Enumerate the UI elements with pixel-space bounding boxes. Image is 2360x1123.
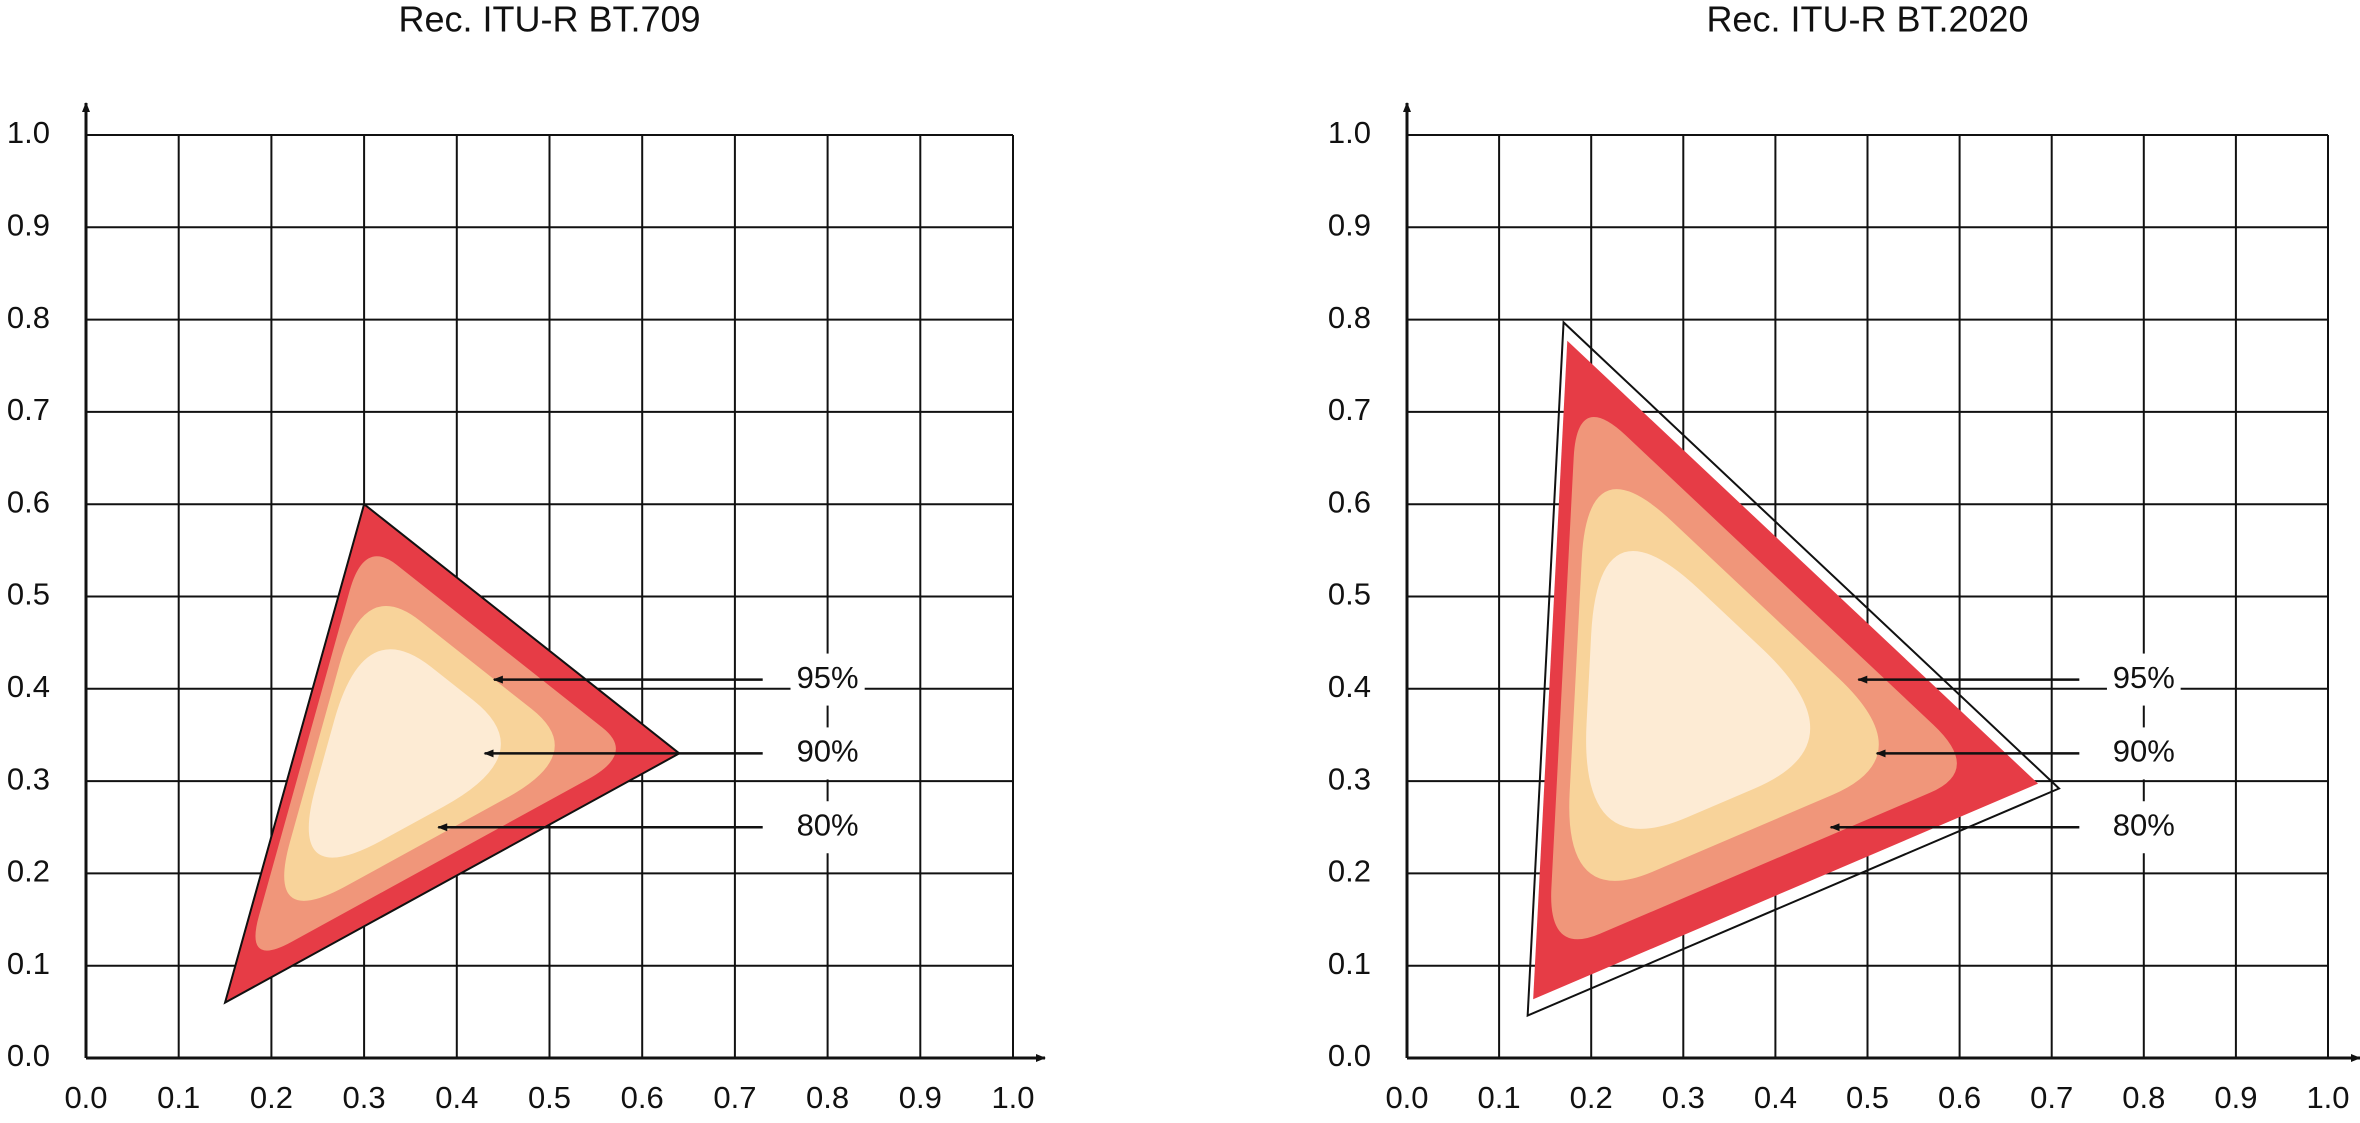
- x-tick-label: 0.7: [2030, 1080, 2073, 1115]
- y-tick-label: 0.2: [1328, 854, 1371, 889]
- x-tick-label: 0.4: [1754, 1080, 1797, 1115]
- x-tick-label: 0.6: [621, 1080, 664, 1115]
- x-tick-label: 0.8: [2122, 1080, 2165, 1115]
- x-tick-label: 0.1: [1478, 1080, 1521, 1115]
- y-tick-label: 0.0: [7, 1038, 50, 1073]
- y-tick-label: 0.5: [7, 577, 50, 612]
- y-tick-label: 0.3: [7, 761, 50, 796]
- label-box: [790, 653, 865, 706]
- label-box: [790, 801, 865, 854]
- annotation: 80%: [797, 807, 859, 842]
- x-tick-label: 0.2: [1570, 1080, 1613, 1115]
- gamut-contour: [308, 649, 501, 858]
- y-tick-label: 0.4: [7, 669, 50, 704]
- x-tick-label: 0.4: [435, 1080, 478, 1115]
- gamut-contour: [1586, 550, 1811, 829]
- y-tick-label: 0.2: [7, 854, 50, 889]
- annotation: 95%: [2113, 660, 2175, 695]
- y-tick-label: 0.6: [1328, 484, 1371, 519]
- label-box: [2106, 727, 2181, 780]
- x-tick-label: 0.5: [1846, 1080, 1889, 1115]
- x-tick-label: 0.5: [528, 1080, 571, 1115]
- y-tick-label: 0.7: [7, 392, 50, 427]
- x-tick-label: 0.9: [899, 1080, 942, 1115]
- x-tick-label: 0.8: [806, 1080, 849, 1115]
- y-tick-label: 0.4: [1328, 669, 1371, 704]
- x-tick-label: 0.6: [1938, 1080, 1981, 1115]
- chart-title: Rec. ITU-R BT.2020: [1706, 0, 2028, 40]
- x-tick-label: 1.0: [991, 1080, 1034, 1115]
- y-tick-label: 0.9: [7, 207, 50, 242]
- x-tick-label: 0.3: [343, 1080, 386, 1115]
- x-tick-label: 0.9: [2214, 1080, 2257, 1115]
- label-box: [2106, 801, 2181, 854]
- annotation: 95%: [797, 660, 859, 695]
- x-tick-label: 1.0: [2306, 1080, 2349, 1115]
- x-tick-label: 0.1: [157, 1080, 200, 1115]
- chart-title: Rec. ITU-R BT.709: [398, 0, 700, 40]
- y-tick-label: 0.8: [7, 300, 50, 335]
- y-tick-label: 1.0: [7, 115, 50, 150]
- y-tick-label: 0.7: [1328, 392, 1371, 427]
- y-tick-label: 0.9: [1328, 207, 1371, 242]
- y-tick-label: 0.8: [1328, 300, 1371, 335]
- y-tick-label: 0.1: [1328, 946, 1371, 981]
- y-tick-label: 0.3: [1328, 761, 1371, 796]
- y-tick-label: 0.5: [1328, 577, 1371, 612]
- label-box: [790, 727, 865, 780]
- gamut-triangle: [1526, 320, 2061, 1018]
- x-tick-label: 0.0: [64, 1080, 107, 1115]
- gamut-triangle: [223, 502, 682, 1005]
- annotation: 90%: [797, 734, 859, 769]
- y-tick-label: 0.0: [1328, 1038, 1371, 1073]
- x-tick-label: 0.3: [1662, 1080, 1705, 1115]
- y-tick-label: 1.0: [1328, 115, 1371, 150]
- annotation: 80%: [2113, 807, 2175, 842]
- y-tick-label: 0.6: [7, 484, 50, 519]
- y-tick-label: 0.1: [7, 946, 50, 981]
- x-tick-label: 0.2: [250, 1080, 293, 1115]
- x-tick-label: 0.0: [1385, 1080, 1428, 1115]
- x-tick-label: 0.7: [713, 1080, 756, 1115]
- annotation: 90%: [2113, 734, 2175, 769]
- label-box: [2106, 653, 2181, 706]
